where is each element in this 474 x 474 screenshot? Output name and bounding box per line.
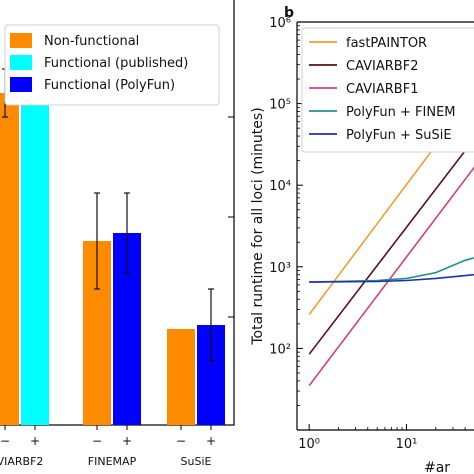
- legend-swatch: [10, 33, 32, 48]
- legend-panel-b: fastPAINTOR CAVIARBF2 CAVIARBF1 PolyFun + F…: [301, 27, 474, 153]
- legend-label: CAVIARBF2: [346, 59, 418, 74]
- legend-swatch: [10, 77, 32, 92]
- line-caviarbf1: [308, 166, 474, 387]
- legend-label: PolyFun + SuSiE: [346, 128, 452, 143]
- sign-label: +: [206, 434, 216, 448]
- legend-swatch: [10, 55, 32, 70]
- bar-susie-nonfunctional: [167, 329, 195, 425]
- legend-label: Functional (published): [44, 56, 188, 71]
- legend-panel-a: Non-functional Functional (published) Func…: [4, 24, 220, 106]
- x-tick-label: 10¹: [396, 437, 418, 452]
- y-tick-label: 10³: [269, 261, 291, 276]
- series-lines: [308, 93, 474, 387]
- group-label-finemap: FINEMAP: [88, 455, 137, 468]
- panel-a: − + VIARBF2 − + FINEMAP − + SuSiE Non-functional F…: [0, 0, 235, 468]
- legend-label: PolyFun + FINEM: [346, 105, 456, 120]
- line-polyfun-finemap: [309, 257, 474, 283]
- legend-box: [4, 24, 220, 106]
- legend-label: fastPAINTOR: [346, 36, 427, 51]
- bar-caviarbf2-functional: [21, 81, 49, 425]
- line-polyfun-susie: [309, 273, 474, 283]
- x-axis-label: #ar: [424, 460, 450, 474]
- y-tick-label: 10⁶: [269, 16, 291, 31]
- x-tick-label: 10⁰: [298, 437, 320, 452]
- group-label-susie: SuSiE: [181, 455, 212, 468]
- y-axis-label: Total runtime for all loci (minutes): [250, 107, 266, 345]
- y-tick-label: 10⁵: [269, 98, 291, 113]
- sign-label: +: [30, 434, 40, 448]
- legend-label: CAVIARBF1: [346, 82, 418, 97]
- y-tick-label: 10²: [269, 342, 291, 357]
- panel-label-b: b: [284, 5, 294, 21]
- sign-label: −: [92, 434, 102, 448]
- sign-label: +: [122, 434, 132, 448]
- legend-label: Functional (PolyFun): [44, 78, 175, 93]
- legend-box: [301, 27, 474, 153]
- y-tick-label: 10⁴: [269, 179, 291, 194]
- sign-label: −: [0, 434, 10, 448]
- panel-b: 10² 10³ 10⁴ 10⁵ 10⁶ 10⁰ 10¹ Total runtime for a…: [250, 5, 474, 474]
- bar-caviarbf2-nonfunctional: [0, 93, 19, 425]
- legend-label: Non-functional: [44, 34, 139, 49]
- group-label-caviarbf2: VIARBF2: [0, 455, 43, 468]
- sign-label: −: [176, 434, 186, 448]
